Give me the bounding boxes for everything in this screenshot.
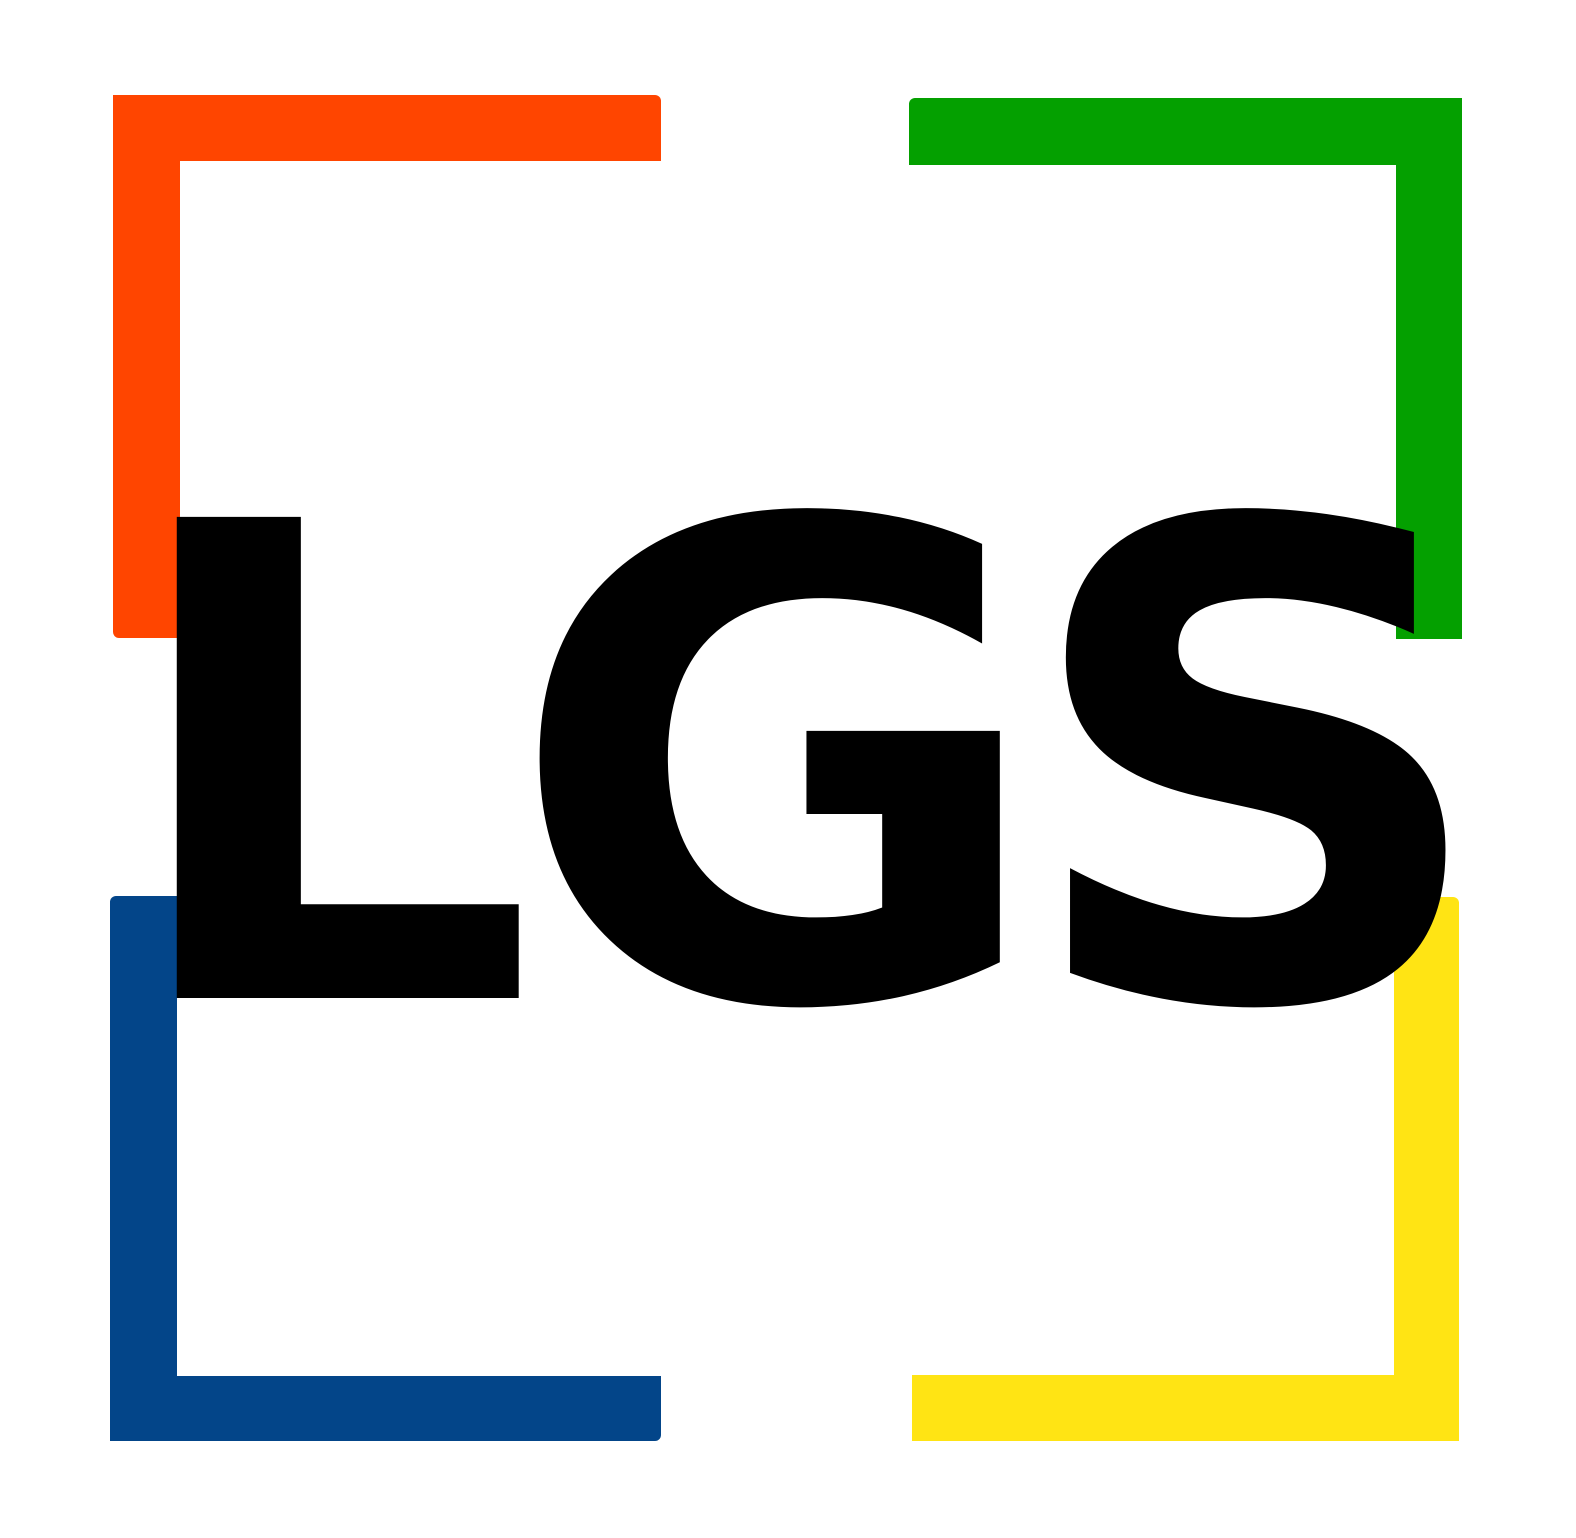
bottom-left-blue-bracket bbox=[110, 896, 661, 1441]
top-left-orange-bracket bbox=[113, 95, 661, 638]
bottom-right-yellow-bracket bbox=[912, 897, 1459, 1441]
lgs-wordmark: LGS bbox=[116, 385, 1494, 1154]
top-right-green-bracket bbox=[909, 98, 1462, 639]
